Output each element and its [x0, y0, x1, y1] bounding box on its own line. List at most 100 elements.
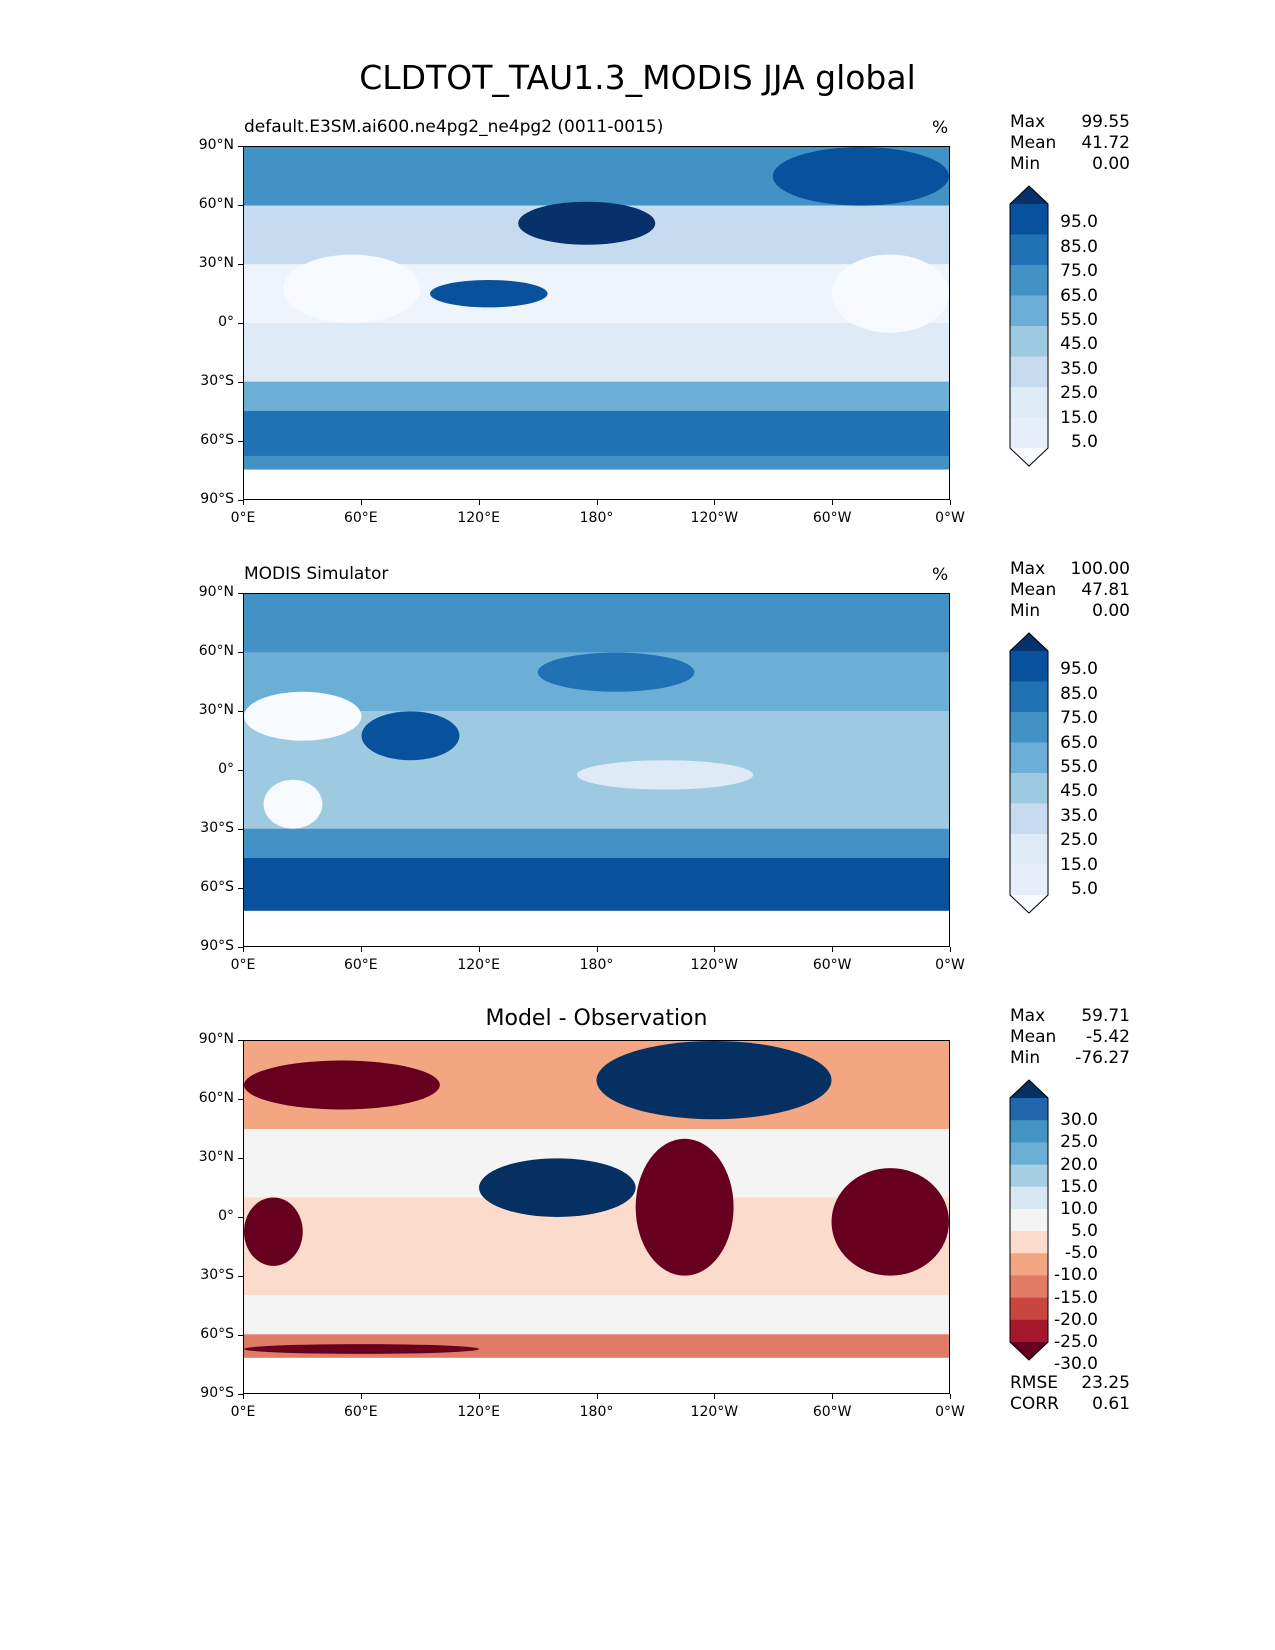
y-tick-label: 60°N — [198, 643, 234, 659]
colorbar-segment — [1010, 186, 1048, 204]
panel-title: MODIS Simulator — [244, 564, 389, 584]
y-tick-mark — [238, 1040, 243, 1041]
colorbar-tick-label: 5.0 — [1070, 431, 1098, 452]
colorbar-outline — [1009, 1079, 1049, 1361]
colorbar-outline — [1009, 632, 1049, 914]
stat-label: Min — [1010, 154, 1041, 174]
colorbar-tick-label: 35.0 — [1060, 805, 1098, 826]
colorbar-tick-label: 75.0 — [1060, 708, 1098, 729]
x-tick-mark — [950, 947, 951, 952]
colorbar-tick-label: -30.0 — [1054, 1354, 1098, 1375]
stat-label: Max — [1010, 112, 1046, 132]
y-tick-mark — [238, 1158, 243, 1159]
colorbar-segment — [1010, 1253, 1048, 1276]
zonal-band — [244, 411, 949, 456]
colorbar-tick-label: 55.0 — [1060, 309, 1098, 330]
y-tick-mark — [238, 770, 243, 771]
colorbar-tick-label: 30.0 — [1060, 1110, 1098, 1131]
x-tick-mark — [596, 1394, 598, 1399]
stat-value: 47.81 — [1081, 580, 1130, 600]
colorbar-tick-label: 20.0 — [1060, 1154, 1098, 1175]
colorbar-segment — [1010, 742, 1048, 774]
field-feature — [244, 1197, 303, 1266]
x-tick-label: 60°E — [343, 957, 378, 973]
x-tick-label: 60°E — [343, 1404, 378, 1420]
x-tick-mark — [478, 947, 480, 952]
field-feature — [772, 147, 949, 206]
stat-value: -5.42 — [1086, 1027, 1130, 1047]
x-tick-label: 0°E — [230, 957, 256, 973]
map-plot — [244, 147, 949, 499]
map-plot — [244, 1041, 949, 1393]
colorbar-segment — [1010, 1164, 1048, 1188]
stat-value: 59.71 — [1081, 1006, 1130, 1026]
colorbar-tick-label: 85.0 — [1060, 683, 1098, 704]
x-tick-mark — [950, 500, 951, 505]
x-tick-label: 120°E — [457, 957, 500, 973]
stat-label: Min — [1010, 1048, 1041, 1068]
x-tick-label: 60°W — [812, 957, 852, 973]
stat-label: Mean — [1010, 1027, 1057, 1047]
colorbar — [1009, 632, 1049, 914]
x-tick-mark — [714, 1394, 716, 1399]
colorbar-tick-label: 45.0 — [1060, 334, 1098, 355]
x-tick-label: 0°E — [230, 1404, 256, 1420]
colorbar-segment — [1010, 1120, 1048, 1143]
x-tick-label: 120°E — [457, 510, 500, 526]
colorbar-segment — [1010, 1297, 1048, 1321]
field-feature — [576, 760, 754, 790]
x-tick-label: 60°W — [812, 510, 852, 526]
colorbar-segment — [1010, 1186, 1048, 1210]
colorbar-tick-label: 65.0 — [1060, 285, 1098, 306]
colorbar-tick-label: -5.0 — [1064, 1243, 1098, 1264]
y-tick-mark — [238, 205, 243, 206]
zonal-band — [244, 858, 949, 911]
y-tick-mark — [238, 593, 243, 594]
colorbar-segment — [1010, 356, 1048, 388]
antarctica-mask — [244, 1363, 949, 1393]
units-label: % — [932, 565, 949, 585]
y-tick-mark — [238, 947, 243, 948]
y-tick-mark — [238, 382, 243, 383]
colorbar-segment — [1010, 1142, 1048, 1166]
x-tick-label: 180° — [579, 510, 614, 526]
x-tick-label: 120°W — [690, 1404, 739, 1420]
colorbar-segment — [1010, 773, 1048, 804]
stat-value: -76.27 — [1075, 1048, 1130, 1068]
colorbar-tick-label: 15.0 — [1060, 407, 1098, 428]
x-tick-mark — [243, 500, 244, 505]
stat-label: Max — [1010, 559, 1046, 579]
y-tick-label: 90°N — [198, 137, 234, 153]
colorbar-segment — [1010, 864, 1048, 896]
panel-title: Model - Observation — [485, 1006, 708, 1031]
x-tick-mark — [950, 1394, 951, 1399]
field-feature — [430, 279, 548, 308]
colorbar-tick-label: 25.0 — [1060, 1132, 1098, 1153]
colorbar-segment — [1010, 1231, 1048, 1254]
colorbar-segment — [1010, 1080, 1048, 1098]
colorbar-segment — [1010, 1098, 1048, 1121]
colorbar-tick-label: -20.0 — [1054, 1309, 1098, 1330]
stat-value: 41.72 — [1081, 133, 1130, 153]
y-tick-mark — [238, 1276, 243, 1277]
stat-label: Mean — [1010, 133, 1057, 153]
field-feature — [244, 691, 362, 741]
colorbar-tick-label: 5.0 — [1070, 1221, 1098, 1242]
colorbar-tick-label: -15.0 — [1054, 1287, 1098, 1308]
colorbar-segment — [1010, 712, 1048, 743]
stat-value: 23.25 — [1081, 1373, 1130, 1393]
y-tick-label: 90°S — [200, 1385, 234, 1401]
x-tick-label: 180° — [579, 1404, 614, 1420]
x-tick-mark — [714, 500, 716, 505]
y-tick-mark — [238, 500, 243, 501]
y-tick-label: 90°S — [200, 491, 234, 507]
y-tick-mark — [238, 1217, 243, 1218]
colorbar-tick-label: 65.0 — [1060, 732, 1098, 753]
y-tick-label: 30°N — [198, 255, 234, 271]
stat-value: 99.55 — [1081, 112, 1130, 132]
colorbar-tick-label: 45.0 — [1060, 781, 1098, 802]
y-tick-label: 60°S — [200, 1326, 234, 1342]
antarctica-mask — [244, 469, 949, 499]
colorbar — [1009, 1079, 1049, 1361]
